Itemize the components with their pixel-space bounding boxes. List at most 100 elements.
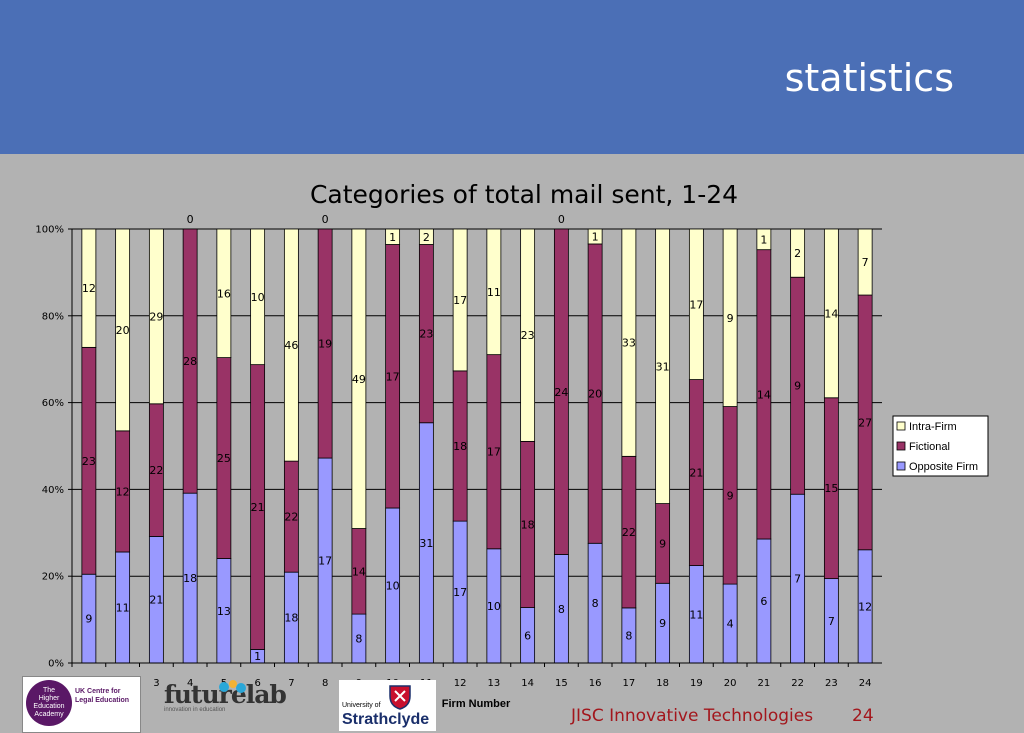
data-label: 12 [858, 600, 872, 613]
bar-segment [486, 228, 502, 356]
data-label: 33 [622, 337, 636, 350]
data-label: 7 [828, 615, 835, 628]
futurelab-logo: futurelab innovation in education [164, 680, 287, 724]
bar-segment [351, 228, 367, 529]
data-label: 21 [149, 594, 163, 607]
data-label: 22 [622, 526, 636, 539]
data-label: 31 [656, 360, 670, 373]
x-tick-label: 8 [322, 678, 328, 689]
data-label: 10 [251, 291, 265, 304]
legend-swatch [896, 421, 906, 431]
bar-segment [823, 228, 839, 399]
x-tick-label: 21 [758, 678, 771, 689]
data-label: 17 [487, 446, 501, 459]
data-label: 6 [524, 629, 531, 642]
bar-segment [317, 228, 333, 459]
data-label: 31 [419, 537, 433, 550]
legend-label: Opposite Firm [909, 461, 978, 473]
data-label: 46 [284, 339, 298, 352]
y-tick-label: 60% [42, 398, 64, 409]
data-label: 49 [352, 373, 366, 386]
bar-segment [722, 228, 738, 407]
x-tick-label: 3 [153, 678, 159, 689]
x-tick-label: 18 [656, 678, 669, 689]
legend-swatch [896, 461, 906, 471]
data-label: 14 [757, 388, 771, 401]
legend-label: Fictional [909, 441, 950, 453]
bar-segment [688, 228, 704, 380]
data-label: 11 [689, 608, 703, 621]
chart-title: Categories of total mail sent, 1-24 [310, 180, 738, 209]
bar-segment [418, 228, 434, 245]
data-label: 23 [419, 328, 433, 341]
slide-title: statistics [784, 56, 954, 100]
y-tick-label: 20% [42, 572, 64, 583]
futurelab-tagline: innovation in education [164, 707, 226, 713]
data-label: 8 [355, 633, 362, 646]
data-label: 9 [727, 312, 734, 325]
legend-box [892, 415, 989, 477]
data-label: 18 [183, 572, 197, 585]
data-label: 17 [453, 294, 467, 307]
data-label: 19 [318, 338, 332, 351]
x-tick-label: 24 [859, 678, 872, 689]
data-label: 9 [794, 380, 801, 393]
x-tick-label: 17 [623, 678, 636, 689]
data-label: 21 [689, 467, 703, 480]
x-tick-label: 12 [454, 678, 467, 689]
bar-segment [283, 228, 299, 462]
data-label: 28 [183, 355, 197, 368]
y-tick-label: 0% [48, 659, 64, 670]
data-label: 1 [760, 233, 767, 246]
legend-label: Intra-Firm [909, 421, 957, 433]
y-tick-label: 40% [42, 485, 64, 496]
bar-segment [385, 228, 401, 245]
legend-swatch [896, 441, 906, 451]
bar-segment [216, 228, 232, 358]
bar-segment [115, 228, 131, 432]
data-label: 9 [727, 489, 734, 502]
page-number: 24 [852, 706, 874, 726]
data-label: 0 [187, 213, 194, 226]
bar-segment [520, 228, 536, 442]
strath-big-text: Strathclyde [342, 711, 430, 728]
y-tick-label: 100% [35, 225, 64, 236]
data-label: 29 [149, 310, 163, 323]
data-label: 4 [727, 618, 734, 631]
bar-segment [621, 228, 637, 457]
data-label: 23 [521, 329, 535, 342]
data-label: 1 [389, 231, 396, 244]
data-label: 7 [862, 256, 869, 269]
data-label: 17 [689, 298, 703, 311]
data-label: 20 [116, 324, 130, 337]
data-label: 8 [625, 629, 632, 642]
data-label: 10 [386, 580, 400, 593]
data-label: 12 [82, 282, 96, 295]
data-label: 22 [284, 511, 298, 524]
bar-segment [553, 228, 569, 555]
bars [81, 228, 873, 664]
slide-header: statistics [0, 0, 1024, 154]
data-label: 9 [659, 537, 666, 550]
x-tick-label: 14 [521, 678, 534, 689]
hea-legal-education-logo: The Higher Education Academy UK Centre f… [22, 676, 141, 733]
futurelab-dots-icon [219, 680, 246, 693]
data-label: 12 [116, 485, 130, 498]
data-label: 8 [558, 603, 565, 616]
hea-circle: The Higher Education Academy [26, 680, 72, 726]
data-label: 0 [558, 213, 565, 226]
x-tick-label: 22 [791, 678, 804, 689]
data-label: 7 [794, 573, 801, 586]
data-label: 10 [487, 600, 501, 613]
data-label: 23 [82, 455, 96, 468]
bar-segment [655, 228, 671, 504]
data-label: 18 [453, 440, 467, 453]
data-label: 15 [824, 482, 838, 495]
bar-segment [182, 228, 198, 494]
crest-icon [389, 685, 411, 710]
x-tick-label: 23 [825, 678, 838, 689]
x-tick-label: 7 [288, 678, 294, 689]
data-label: 0 [322, 213, 329, 226]
y-tick-label: 80% [42, 311, 64, 322]
